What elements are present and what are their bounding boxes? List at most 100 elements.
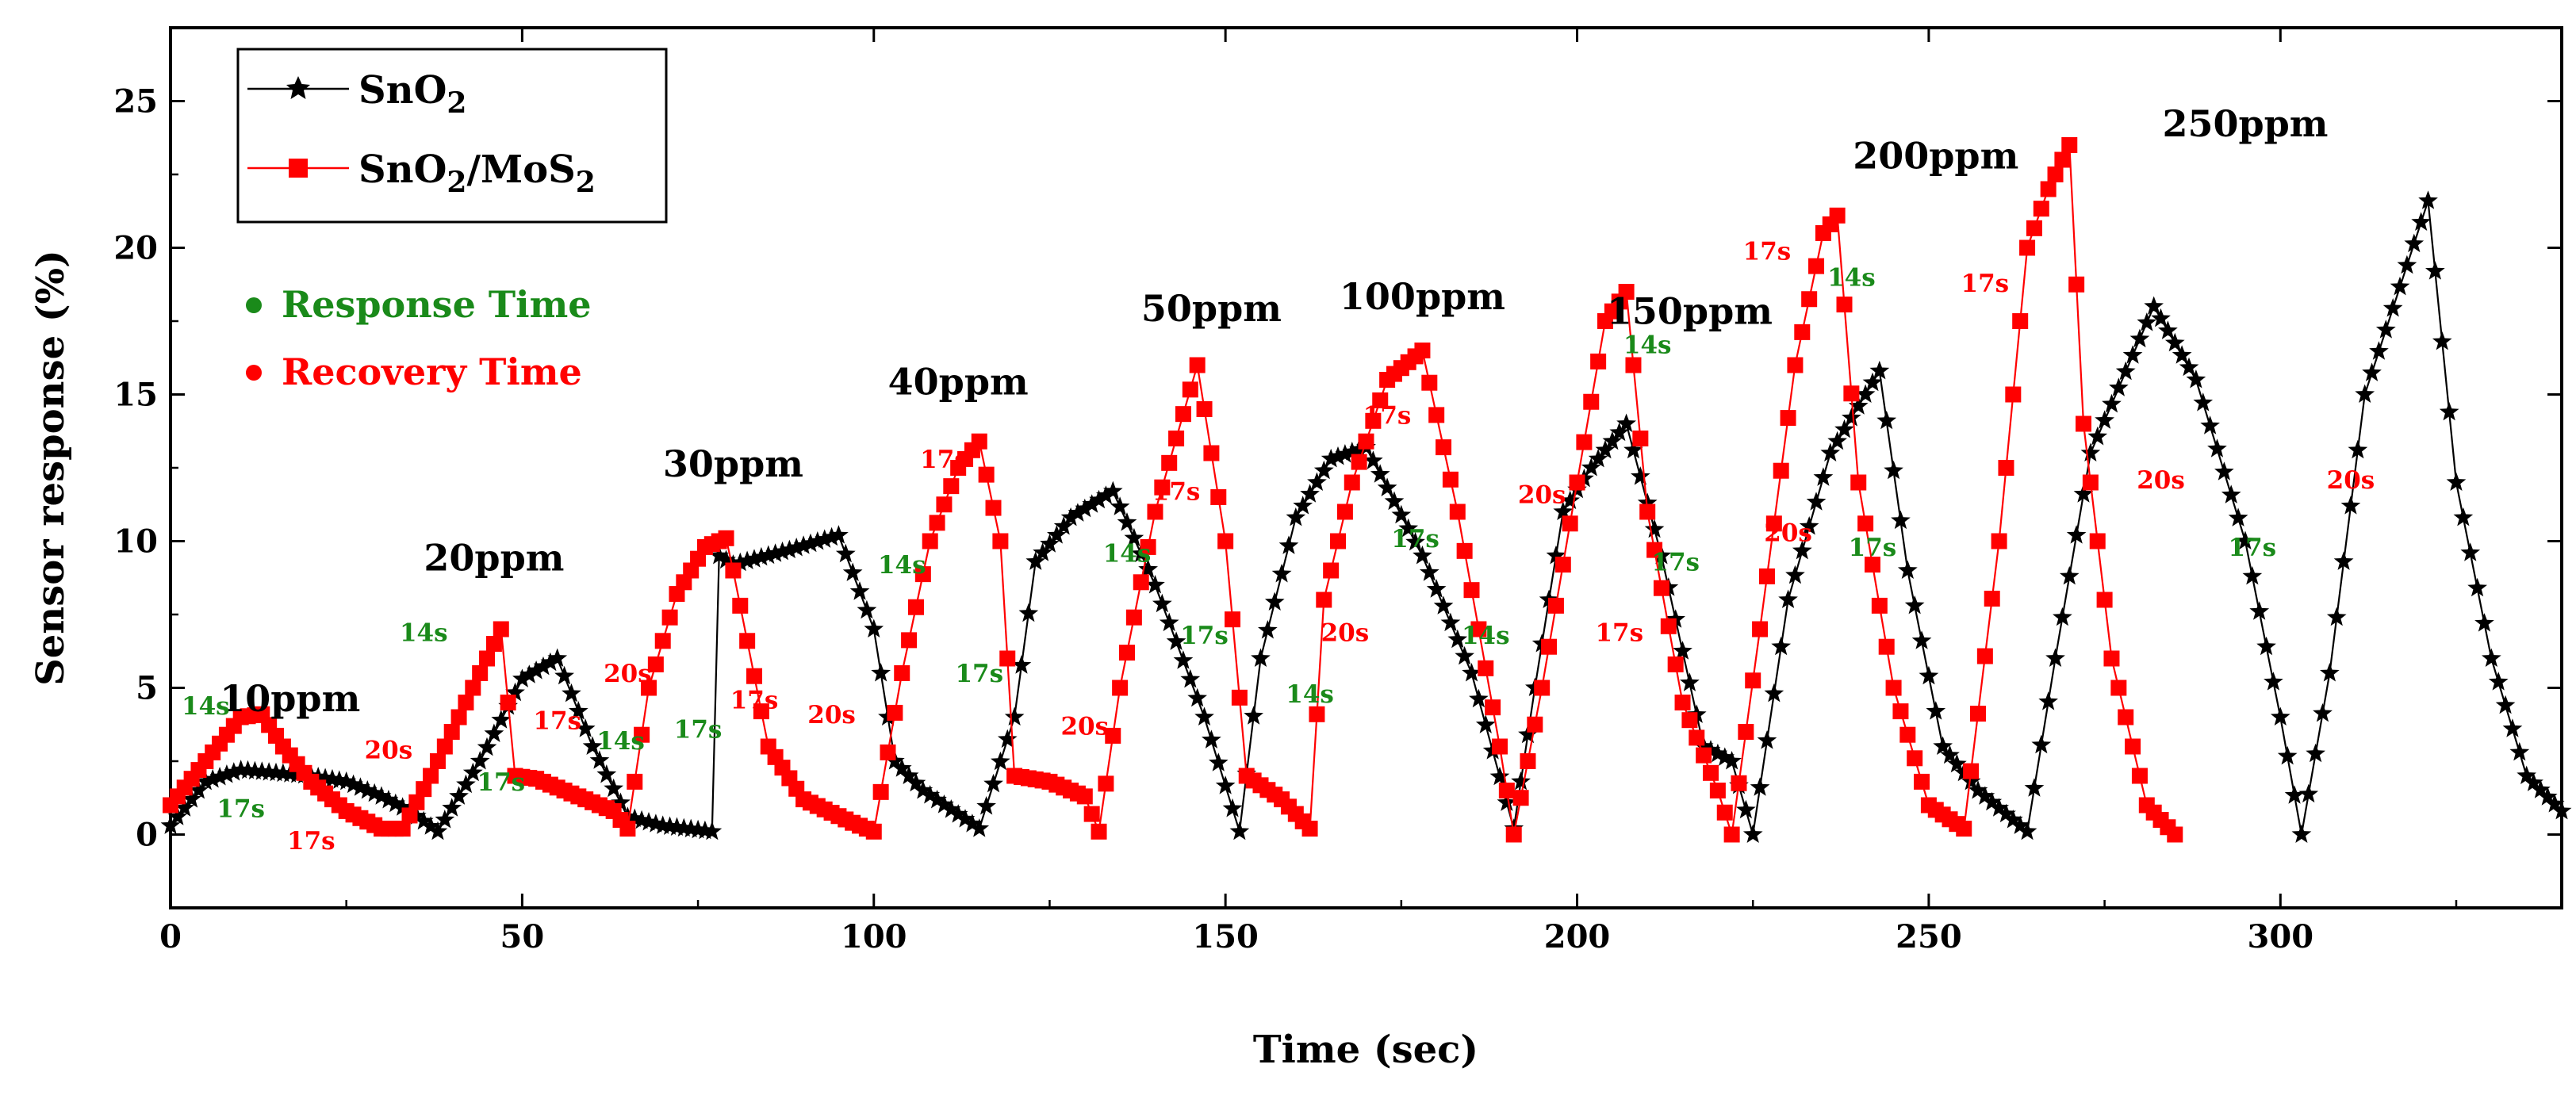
data-point (2313, 703, 2333, 722)
data-point (2040, 181, 2057, 197)
data-point (575, 718, 596, 737)
data-point (1182, 381, 1198, 398)
y-tick-label: 10 (113, 523, 158, 561)
data-point (2517, 765, 2536, 784)
data-point (1696, 747, 1712, 764)
recovery-time-label: 20s (1321, 618, 1370, 647)
data-point (1609, 422, 1630, 442)
data-point (1752, 621, 1769, 637)
data-point (512, 668, 532, 687)
data-point (1674, 695, 1691, 710)
data-point (1159, 612, 1179, 632)
data-point (1258, 620, 1278, 639)
data-point (1716, 804, 1733, 821)
data-point (2460, 542, 2481, 561)
data-point (992, 533, 1009, 549)
data-point (1884, 460, 1903, 480)
data-point (2453, 507, 2474, 526)
data-point (1033, 542, 1052, 561)
legend-entry-sno2-mos2: SnO2/MoS2 (247, 147, 596, 199)
data-point (1485, 699, 1501, 716)
data-point (807, 531, 828, 550)
data-point (1323, 562, 1340, 579)
data-point (1140, 538, 1156, 555)
data-point (1244, 706, 1263, 725)
data-point (385, 793, 406, 813)
data-point (864, 618, 884, 637)
data-point (1843, 385, 1860, 402)
data-point (500, 695, 516, 710)
data-point (413, 810, 434, 830)
data-point (2080, 442, 2101, 461)
data-point (737, 550, 757, 569)
data-point (1892, 703, 1909, 720)
data-point (732, 597, 749, 614)
y-tick-label: 0 (136, 817, 158, 854)
data-point (2284, 785, 2305, 804)
recovery-time-label: 20s (365, 736, 413, 764)
data-point (1876, 410, 1897, 430)
legend-label-sno2-sub: 2 (447, 86, 466, 120)
data-point (2488, 672, 2509, 691)
data-point (2235, 530, 2256, 549)
data-point (1363, 450, 1383, 469)
recovery-time-label: 17s (1595, 618, 1643, 647)
data-point (2109, 377, 2129, 396)
data-point (1827, 431, 1847, 450)
data-point (1309, 706, 1325, 722)
response-time-label: 17s (477, 768, 525, 797)
data-point (2164, 332, 2185, 352)
data-point (1469, 688, 1489, 708)
data-point (470, 751, 490, 770)
data-point (894, 665, 910, 681)
data-point (1428, 407, 1445, 423)
data-point (1836, 297, 1853, 313)
data-point (1377, 477, 1397, 496)
data-point (1681, 712, 1698, 729)
data-point (196, 771, 216, 791)
data-point (1222, 798, 1243, 817)
data-point (2375, 320, 2396, 339)
data-point (462, 762, 483, 782)
axis-ticks: 0 50 100 150 200 250 300 0 5 10 15 20 25 (113, 28, 2562, 955)
data-point (519, 664, 539, 683)
y-tick-label: 25 (113, 83, 158, 121)
data-point (2207, 438, 2227, 458)
data-point (2096, 592, 2113, 608)
data-point (160, 815, 181, 834)
data-point (1820, 442, 1841, 461)
data-point (2137, 312, 2157, 331)
data-point (2291, 824, 2312, 843)
recovery-time-label: 17s (730, 686, 779, 714)
data-point (1520, 753, 1536, 769)
data-point (1742, 824, 1763, 843)
data-point (1168, 431, 1185, 446)
data-point (2118, 709, 2134, 726)
data-point (922, 533, 938, 549)
data-point (2404, 233, 2425, 253)
data-point (1478, 660, 1494, 676)
data-point (1961, 771, 1981, 791)
data-point (2362, 362, 2382, 381)
concentration-label: 50ppm (1141, 287, 1282, 330)
concentration-label: 250ppm (2162, 102, 2328, 145)
data-point (1313, 460, 1334, 480)
concentration-label: 30ppm (663, 442, 803, 485)
data-point (746, 668, 763, 684)
data-point (1421, 374, 1438, 391)
data-point (1976, 648, 1993, 664)
data-point (1210, 489, 1227, 505)
legend-label-sno2-main: SnO (358, 68, 447, 113)
recovery-time-label: 20s (807, 701, 856, 729)
recovery-time-label: 20s (2327, 466, 2375, 495)
data-point (627, 773, 643, 790)
data-point (456, 774, 476, 794)
data-point (604, 778, 623, 798)
data-point (978, 466, 995, 483)
data-point (1105, 727, 1121, 744)
data-point (1511, 771, 1531, 791)
data-point (1011, 655, 1032, 674)
data-point (2115, 361, 2136, 381)
data-point (1455, 645, 1474, 665)
